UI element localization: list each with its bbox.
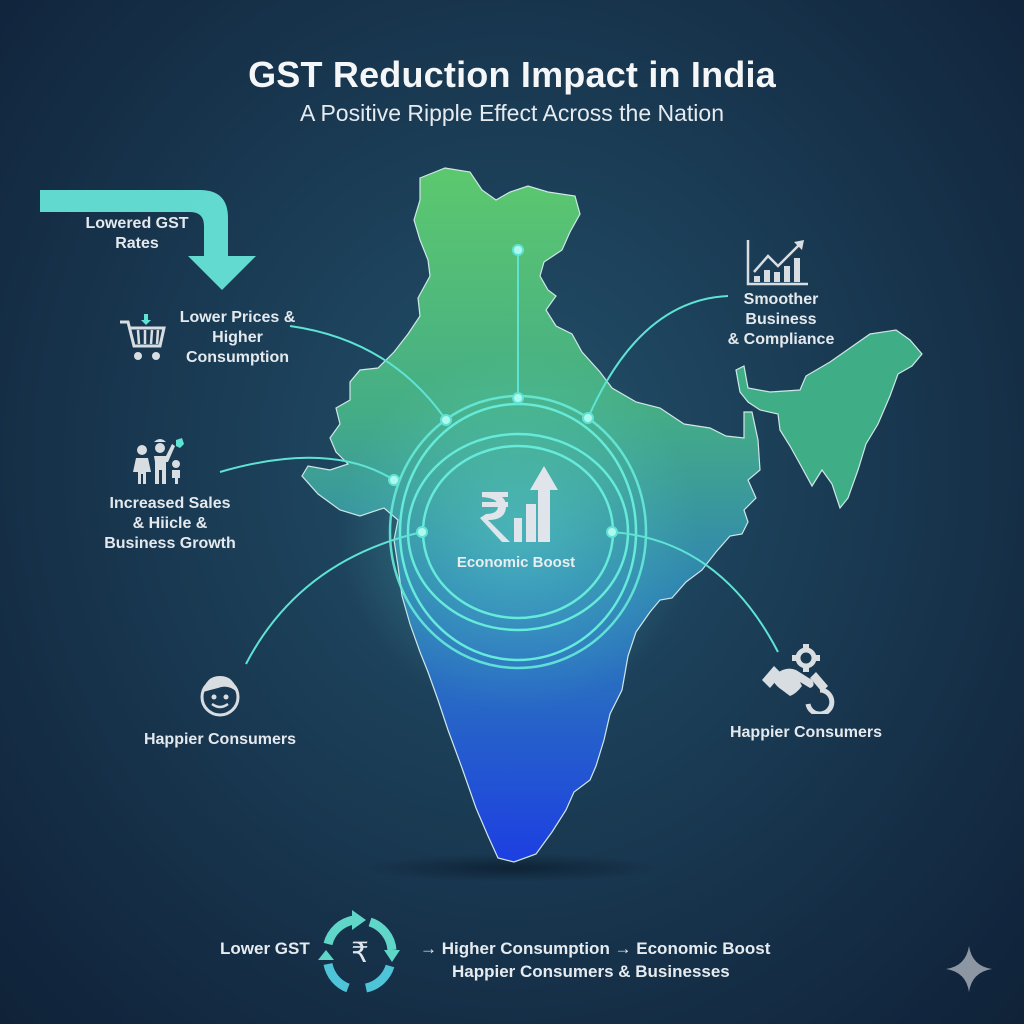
svg-text:₹: ₹ [351, 936, 369, 969]
callout-lower-prices-line3: Consumption [185, 349, 290, 366]
callout-smoother-business: Smoother Business & Compliance [716, 290, 846, 350]
connector-lines [219, 250, 779, 665]
page-subtitle: A Positive Ripple Effect Across the Nati… [299, 100, 725, 126]
callout-lowered-gst: Lowered GST Rates [62, 214, 212, 254]
rupee-cycle-icon: ₹ [318, 910, 400, 993]
bottom-flow-line1: → Higher Consumption → Economic Boost [420, 939, 771, 958]
callout-happier-consumers-right: Happier Consumers [729, 724, 883, 741]
arrow-down-icon [40, 190, 256, 290]
callout-lower-prices: Lower Prices & Higher Consumption [170, 308, 305, 368]
smiley-face-icon [200, 676, 240, 717]
callout-smoother-business-line2: Business [745, 311, 817, 328]
callout-smoother-business-line1: Smoother [743, 291, 819, 308]
callout-increased-sales-line1: Increased Sales [109, 495, 231, 512]
callout-increased-sales: Increased Sales & Hiicle & Business Grow… [90, 494, 250, 554]
rupee-growth-icon [480, 466, 558, 542]
bottom-flow-start: Lower GST [220, 939, 310, 958]
callout-lowered-gst-line2: Rates [115, 235, 159, 252]
bottom-flow-line2: Happier Consumers & Businesses [452, 962, 730, 981]
family-icon [133, 438, 184, 484]
callout-lower-prices-line1: Lower Prices & [179, 309, 296, 326]
handshake-gears-icon [762, 644, 835, 714]
callout-lowered-gst-line1: Lowered GST [85, 215, 189, 232]
callout-lower-prices-line2: Higher [212, 329, 263, 346]
india-northeast-shape [735, 329, 923, 510]
shopping-cart-icon [120, 314, 166, 360]
callout-increased-sales-line3: Business Growth [104, 535, 236, 552]
center-economic-boost-label: Economic Boost [456, 554, 576, 571]
callout-smoother-business-line3: & Compliance [727, 331, 835, 348]
page-title: GST Reduction Impact in India [248, 54, 776, 95]
callout-increased-sales-line2: & Hiicle & [132, 515, 208, 532]
growth-chart-icon [746, 240, 808, 286]
connector-nodes [388, 244, 618, 538]
callout-happier-consumers-left: Happier Consumers [143, 731, 297, 748]
sparkle-icon [946, 946, 992, 992]
